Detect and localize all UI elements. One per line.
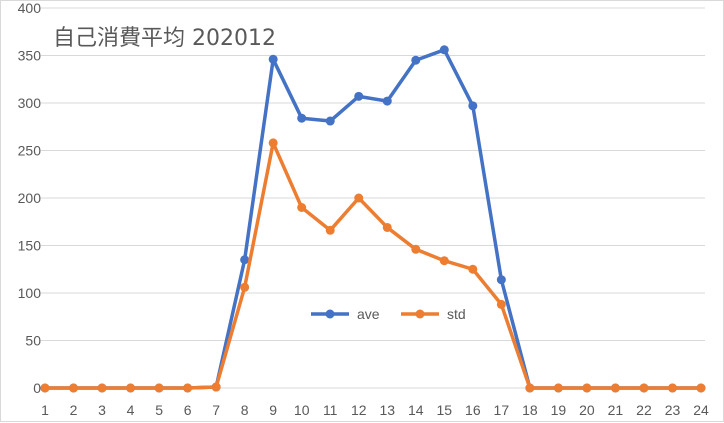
y-tick-label: 350 [18,48,42,64]
data-point-ave [240,255,250,265]
x-tick-label: 8 [241,402,249,418]
data-point-std [382,222,392,232]
x-tick-label: 12 [351,402,367,418]
data-point-ave [439,45,449,55]
x-tick-label: 5 [155,402,163,418]
x-tick-label: 13 [379,402,395,418]
chart-title: 自己消費平均 202012 [53,26,276,51]
series-group [40,45,706,393]
x-tick-label: 3 [98,402,106,418]
data-point-ave [468,101,478,111]
x-tick-label: 2 [70,402,78,418]
data-point-std [40,383,50,393]
y-tick-label: 200 [18,190,42,206]
data-point-std [582,383,592,393]
x-tick-label: 21 [608,402,624,418]
data-point-std [354,193,364,203]
x-tick-label: 6 [184,402,192,418]
x-tick-label: 1 [41,402,49,418]
y-tick-label: 50 [25,333,41,349]
data-point-ave [382,96,392,106]
data-point-std [667,383,677,393]
gridlines [41,7,705,389]
x-tick-label: 9 [269,402,277,418]
data-point-std [325,225,335,235]
data-point-std [211,382,221,392]
series-line-ave [45,48,701,390]
data-point-std [468,264,478,274]
x-axis-ticks: 1 2 3 4 5 6 7 8 9 10 11 12 13 14 15 16 17 18 19 20 21 22 23 24 [41,402,709,418]
legend-swatch-marker [415,309,425,319]
x-tick-label: 17 [494,402,510,418]
data-point-std [610,383,620,393]
series-std [40,138,706,393]
legend-label: std [447,306,466,322]
series-line-std [45,141,701,390]
legend-item-ave: ave [311,306,380,322]
data-point-std [183,383,193,393]
y-axis-ticks: 0 50 100 150 200 250 300 350 400 [18,1,42,396]
data-point-std [126,383,136,393]
x-tick-label: 4 [127,402,135,418]
data-point-std [553,383,563,393]
legend: ave std [311,306,466,322]
x-tick-label: 20 [579,402,595,418]
data-point-std [97,383,107,393]
data-point-std [297,203,307,212]
legend-label: ave [357,306,380,322]
x-tick-label: 19 [551,402,567,418]
y-tick-label: 400 [18,1,42,16]
y-tick-label: 250 [18,143,42,159]
data-point-std [268,138,278,148]
x-tick-label: 15 [437,402,453,418]
data-point-std [411,244,421,254]
y-tick-label: 100 [18,285,42,301]
x-tick-label: 24 [693,402,709,418]
y-tick-label: 300 [18,95,42,111]
data-point-ave [411,55,421,65]
x-tick-label: 16 [465,402,481,418]
x-tick-label: 10 [294,402,310,418]
data-point-std [696,383,706,393]
data-point-std [69,383,79,393]
data-point-std [639,383,649,393]
x-tick-label: 11 [323,402,338,418]
data-point-std [496,299,506,309]
x-tick-label: 18 [522,402,538,418]
data-point-std [154,383,164,393]
data-point-ave [268,54,278,64]
x-tick-label: 23 [665,402,681,418]
data-point-std [439,256,449,266]
data-point-ave [496,275,506,285]
y-tick-label: 0 [33,380,41,396]
data-point-ave [297,113,307,123]
data-point-ave [325,116,335,126]
data-point-std [240,282,250,292]
data-point-std [525,383,535,393]
y-tick-label: 150 [18,238,42,254]
x-tick-label: 14 [408,402,424,418]
data-point-ave [354,91,364,101]
legend-item-std: std [401,306,466,322]
x-tick-label: 22 [636,402,652,418]
x-tick-label: 7 [212,402,220,418]
legend-swatch-marker [325,309,335,319]
